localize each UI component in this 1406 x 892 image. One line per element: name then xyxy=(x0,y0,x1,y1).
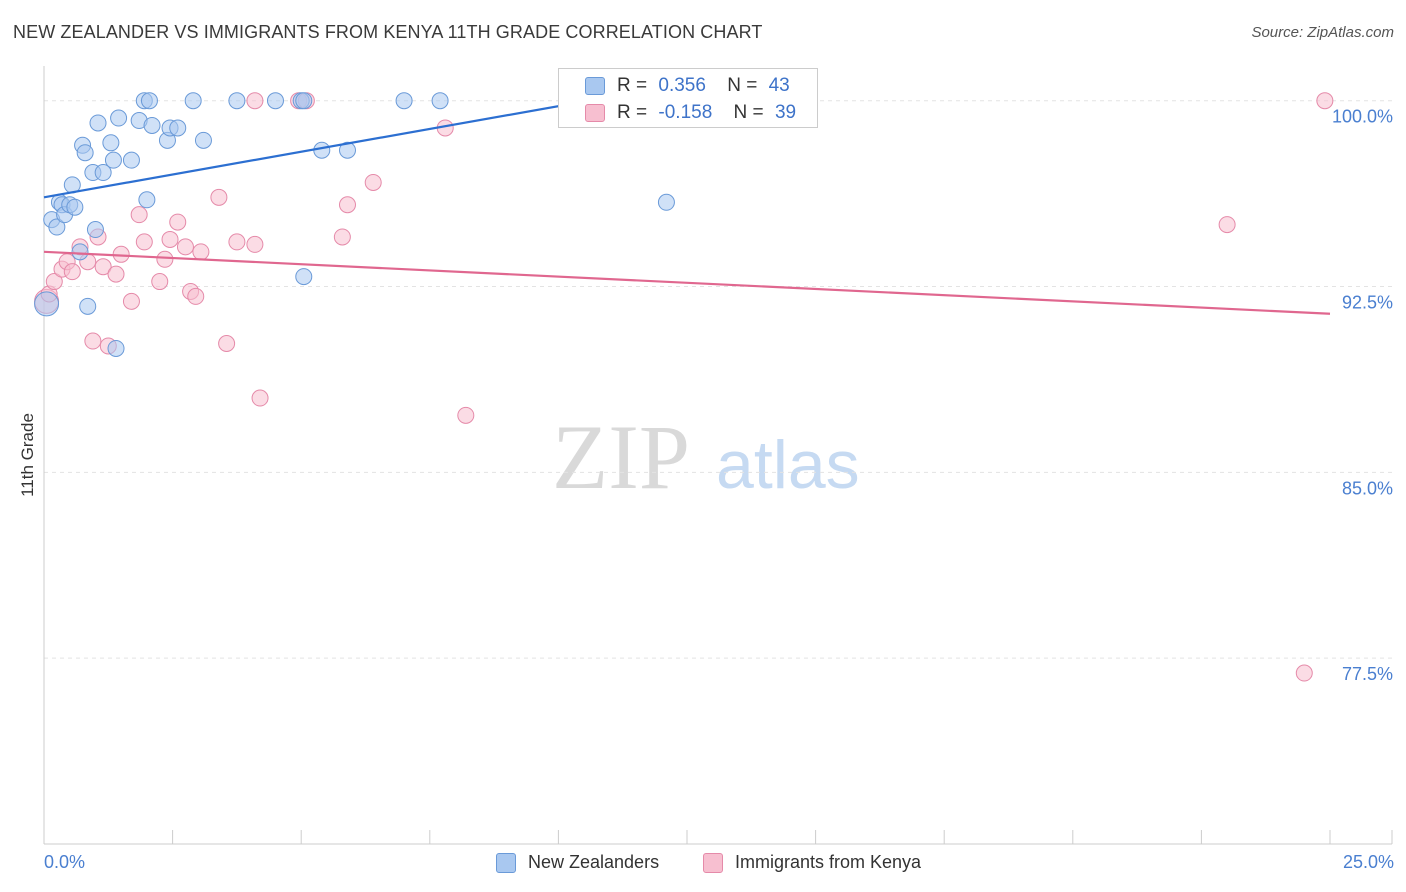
legend-n-label: N = xyxy=(727,75,758,96)
kenya-points xyxy=(34,92,1334,682)
kenya-point xyxy=(210,188,228,206)
kenya-point xyxy=(192,243,210,261)
kenya-point xyxy=(1295,664,1313,682)
kenya-point xyxy=(122,292,140,310)
nz-point xyxy=(169,119,187,137)
kenya-point xyxy=(228,233,246,251)
kenya-point xyxy=(246,92,264,110)
kenya-point xyxy=(1316,92,1334,110)
bottom-legend-swatch-nz xyxy=(496,853,516,873)
nz-point xyxy=(89,114,107,132)
nz-point xyxy=(48,218,66,236)
nz-point xyxy=(295,92,313,110)
legend-r-label: R = xyxy=(617,75,648,96)
watermark-atlas: atlas xyxy=(716,427,860,503)
nz-point xyxy=(122,151,140,169)
bottom-legend-label-kenya: Immigrants from Kenya xyxy=(735,852,922,872)
nz-point xyxy=(266,92,284,110)
nz-point xyxy=(140,92,158,110)
nz-point xyxy=(110,109,128,127)
nz-point xyxy=(395,92,413,110)
legend-r-value-nz: 0.356 xyxy=(658,75,706,96)
nz-point xyxy=(104,151,122,169)
kenya-point xyxy=(246,235,264,253)
nz-point xyxy=(338,141,356,159)
nz-point xyxy=(107,339,125,357)
kenya-point xyxy=(107,265,125,283)
legend-r-value-kenya: -0.158 xyxy=(658,102,713,123)
legend-n-label: N = xyxy=(733,102,764,123)
nz-point xyxy=(138,191,156,209)
bottom-legend-label-nz: New Zealanders xyxy=(528,852,660,872)
kenya-point xyxy=(156,250,174,268)
nz-point xyxy=(94,164,112,182)
kenya-point xyxy=(63,263,81,281)
nz-points xyxy=(34,92,696,357)
kenya-point xyxy=(333,228,351,246)
y-tick-label: 92.5% xyxy=(1342,293,1393,313)
kenya-point xyxy=(457,406,475,424)
kenya-point xyxy=(364,173,382,191)
kenya-point xyxy=(130,206,148,224)
nz-point xyxy=(143,116,161,134)
nz-point xyxy=(228,92,246,110)
chart-title: NEW ZEALANDER VS IMMIGRANTS FROM KENYA 1… xyxy=(13,22,763,42)
nz-point xyxy=(194,131,212,149)
kenya-point xyxy=(94,258,112,276)
y-tick-label: 85.0% xyxy=(1342,478,1393,498)
nz-point xyxy=(34,291,60,317)
nz-point xyxy=(431,92,449,110)
kenya-point xyxy=(169,213,187,231)
nz-point xyxy=(295,268,313,286)
kenya-trendline xyxy=(43,250,1331,315)
axes xyxy=(43,66,1393,845)
watermark-zip: ZIP xyxy=(552,406,690,508)
gridlines xyxy=(44,100,1392,659)
kenya-point xyxy=(251,389,269,407)
legend-n-value-nz: 43 xyxy=(768,75,790,96)
nz-point xyxy=(313,141,331,159)
nz-point xyxy=(71,243,89,261)
legend-r-label: R = xyxy=(617,102,648,123)
nz-point xyxy=(184,92,202,110)
kenya-point xyxy=(151,273,169,291)
kenya-point xyxy=(338,196,356,214)
x-axis-max-label: 25.0% xyxy=(1342,852,1394,872)
legend-swatch-kenya xyxy=(585,104,605,122)
kenya-point xyxy=(84,332,102,350)
nz-point xyxy=(76,144,94,162)
nz-point xyxy=(102,134,120,152)
kenya-point xyxy=(218,335,236,353)
y-axis-title: 11th Grade xyxy=(18,413,37,497)
nz-point xyxy=(79,297,97,315)
source-label: Source: ZipAtlas.com xyxy=(1251,24,1394,41)
y-tick-label: 77.5% xyxy=(1342,664,1393,684)
kenya-point xyxy=(187,287,205,305)
kenya-point xyxy=(161,230,179,248)
y-tick-label: 100.0% xyxy=(1332,107,1393,127)
nz-point xyxy=(66,198,84,216)
nz-point xyxy=(657,193,675,211)
kenya-point xyxy=(45,273,63,291)
kenya-point xyxy=(176,238,194,256)
kenya-point xyxy=(135,233,153,251)
bottom-legend-swatch-kenya xyxy=(703,853,723,873)
correlation-legend: R = 0.356 N = 43 R = -0.158 N = 39 xyxy=(558,68,818,128)
legend-swatch-nz xyxy=(585,77,605,95)
y-tick-labels: 100.0% 92.5% 85.0% 77.5% xyxy=(1332,107,1393,684)
kenya-point xyxy=(1218,216,1236,234)
x-axis-min-label: 0.0% xyxy=(44,852,86,872)
nz-point xyxy=(86,221,104,239)
legend-n-value-kenya: 39 xyxy=(774,102,797,123)
